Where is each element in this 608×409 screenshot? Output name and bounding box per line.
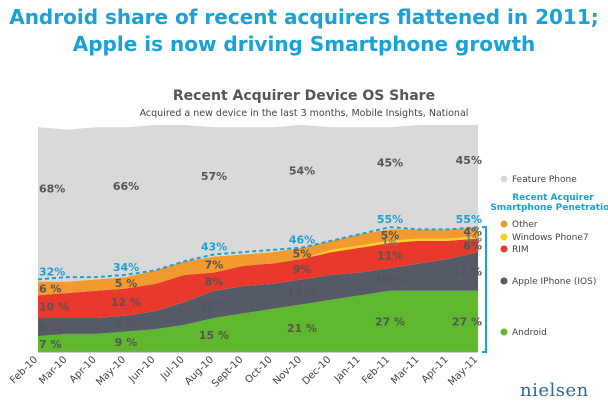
data-label-android-0: 7 % <box>39 338 62 351</box>
data-label-apple-iphone-ios-9: 11 % <box>287 286 317 299</box>
legend-marker-other <box>500 220 508 228</box>
data-label-android-6: 15 % <box>199 329 229 342</box>
data-label-penetration-6: 43% <box>201 240 227 253</box>
x-tick-label-feb-10: Feb-10 <box>8 354 40 386</box>
legend-marker-feature-phone <box>500 175 508 183</box>
headline-line-2: Apple is now driving Smartphone growth <box>72 32 536 56</box>
data-label-feature-phone-9: 54% <box>289 164 315 177</box>
x-tick-label-oct-10: Oct-10 <box>243 354 275 386</box>
legend-label-windows-phone7: Windows Phone7 <box>512 233 589 243</box>
legend-penetration-title: Recent Acquirer Smartphone Penetration <box>490 193 608 213</box>
penetration-bracket <box>482 226 487 353</box>
data-label-other-0: 6 % <box>39 282 62 295</box>
data-label-penetration-12: 55% <box>377 213 403 226</box>
area-rim <box>38 238 478 318</box>
x-tick-label-mar-10: Mar-10 <box>37 354 69 386</box>
data-label-feature-phone-3: 66% <box>113 180 139 193</box>
data-label-rim-12: 11% <box>377 250 403 263</box>
data-label-windows-phone7-12: 1% <box>382 238 399 249</box>
data-label-android-12: 27 % <box>375 315 405 328</box>
data-label-apple-iphone-ios-3: 7 % <box>115 318 138 331</box>
legend-label-other: Other <box>512 220 538 230</box>
data-label-android-15: 27 % <box>452 315 482 328</box>
data-label-feature-phone-15: 45% <box>456 154 482 167</box>
legend-marker-apple-iphone-ios <box>500 277 508 285</box>
legend-label-apple-iphone-ios: Apple IPhone (IOS) <box>512 277 596 287</box>
data-label-windows-phone7-15: 1% <box>465 233 482 244</box>
data-label-penetration-3: 34% <box>113 261 139 274</box>
area-other <box>38 227 478 296</box>
legend-label-android: Android <box>512 328 547 338</box>
data-label-other-9: 5% <box>293 247 312 260</box>
x-tick-label-jul-10: Jul-10 <box>158 354 187 383</box>
legend-marker-android <box>500 328 508 336</box>
data-label-apple-iphone-ios-6: 12 % <box>199 298 229 311</box>
data-label-android-9: 21 % <box>287 322 317 335</box>
data-label-feature-phone-12: 45% <box>377 156 403 169</box>
x-tick-label-may-11: May-11 <box>446 354 480 388</box>
data-label-feature-phone-6: 57% <box>201 170 227 183</box>
data-label-other-12: 5% <box>381 229 400 242</box>
data-label-other-6: 7% <box>205 259 224 272</box>
data-label-rim-9: 9% <box>293 263 312 276</box>
headline-line-1: Android share of recent acquirers flatte… <box>9 5 599 29</box>
data-label-penetration-9: 46% <box>289 234 315 247</box>
x-tick-label-feb-11: Feb-11 <box>360 354 392 386</box>
x-tick-label-mar-11: Mar-11 <box>389 354 421 386</box>
x-tick-label-jun-10: Jun-10 <box>126 354 157 385</box>
x-tick-label-dec-10: Dec-10 <box>300 354 333 387</box>
x-tick-label-may-10: May-10 <box>94 354 128 388</box>
data-label-rim-6: 8% <box>205 276 224 289</box>
chart-title: Recent Acquirer Device OS Share <box>172 88 436 104</box>
legend-label-feature-phone: Feature Phone <box>512 175 577 185</box>
data-label-apple-iphone-ios-12: 10 % <box>375 273 405 286</box>
penetration-line <box>37 226 479 281</box>
legend-marker-windows-phone7 <box>500 233 508 241</box>
x-tick-label-sept-10: Sept-10 <box>210 354 245 389</box>
data-label-rim-15: 6% <box>463 239 482 252</box>
data-label-penetration-15: 55% <box>456 213 482 226</box>
area-android <box>38 290 478 352</box>
x-tick-label-jan-11: Jan-11 <box>332 354 363 385</box>
data-label-android-3: 9 % <box>115 336 138 349</box>
x-tick-label-nov-10: Nov-10 <box>271 354 304 387</box>
area-apple-iphone-ios <box>38 252 478 337</box>
data-label-rim-0: 10 % <box>39 301 69 314</box>
area-feature-phone <box>38 125 478 282</box>
chart-subtitle: Acquired a new device in the last 3 mont… <box>139 108 469 119</box>
data-label-rim-3: 12 % <box>111 296 141 309</box>
nielsen-logo: nielsen <box>520 380 589 401</box>
data-label-apple-iphone-ios-0: 8 % <box>39 321 62 334</box>
data-label-other-3: 5 % <box>115 277 138 290</box>
legend-marker-rim <box>500 245 508 253</box>
data-label-feature-phone-0: 68% <box>39 182 65 195</box>
data-label-other-15: 4% <box>463 226 482 239</box>
data-label-penetration-0: 32% <box>39 265 65 278</box>
data-label-apple-iphone-ios-15: 17 % <box>452 265 482 278</box>
legend-label-rim: RIM <box>512 245 529 255</box>
